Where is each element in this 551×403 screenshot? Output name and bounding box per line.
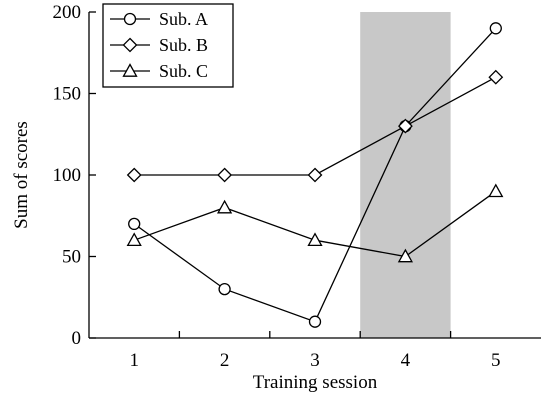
data-point: [126, 167, 142, 183]
data-point: [308, 315, 322, 328]
data-point: [218, 282, 231, 296]
y-axis-title: Sum of scores: [11, 121, 32, 229]
legend-entry: Sub. C: [110, 61, 208, 81]
data-point: [217, 167, 233, 183]
data-point: [397, 118, 413, 134]
legend-label: Sub. A: [159, 9, 208, 29]
series-2: [126, 69, 504, 183]
legend-marker: [122, 63, 138, 77]
highlight-band: [360, 12, 451, 338]
x-tick-label: 3: [310, 350, 320, 371]
data-point: [489, 22, 502, 35]
y-tick-label: 200: [53, 2, 82, 23]
data-point: [488, 69, 504, 85]
legend: Sub. A Sub. B Sub. C: [102, 3, 234, 88]
x-tick-label: 4: [401, 350, 411, 371]
legend-entry: Sub. B: [110, 35, 208, 55]
data-point: [488, 183, 504, 198]
axes: 0 50 100 150 200 1 2 3 4 5: [53, 2, 541, 371]
legend-marker: [123, 12, 137, 26]
data-point: [128, 217, 141, 231]
series-layer: [126, 22, 504, 328]
data-point: [216, 199, 233, 214]
data-point: [307, 167, 323, 183]
data-point: [126, 232, 142, 247]
x-tick-label: 5: [491, 350, 501, 371]
x-axis-title: Training session: [253, 372, 378, 393]
y-tick-label: 0: [72, 328, 82, 349]
legend-entry: Sub. A: [110, 9, 208, 29]
series-3: [126, 183, 504, 263]
legend-marker: [122, 37, 138, 53]
data-point: [397, 248, 414, 263]
legend-label: Sub. B: [159, 35, 208, 55]
legend-label: Sub. C: [159, 61, 208, 81]
x-tick-label: 2: [220, 350, 230, 371]
x-tick-label: 1: [129, 350, 139, 371]
y-tick-label: 50: [62, 247, 81, 268]
y-tick-label: 100: [53, 165, 82, 186]
y-tick-label: 150: [53, 84, 82, 105]
data-point: [307, 232, 323, 247]
